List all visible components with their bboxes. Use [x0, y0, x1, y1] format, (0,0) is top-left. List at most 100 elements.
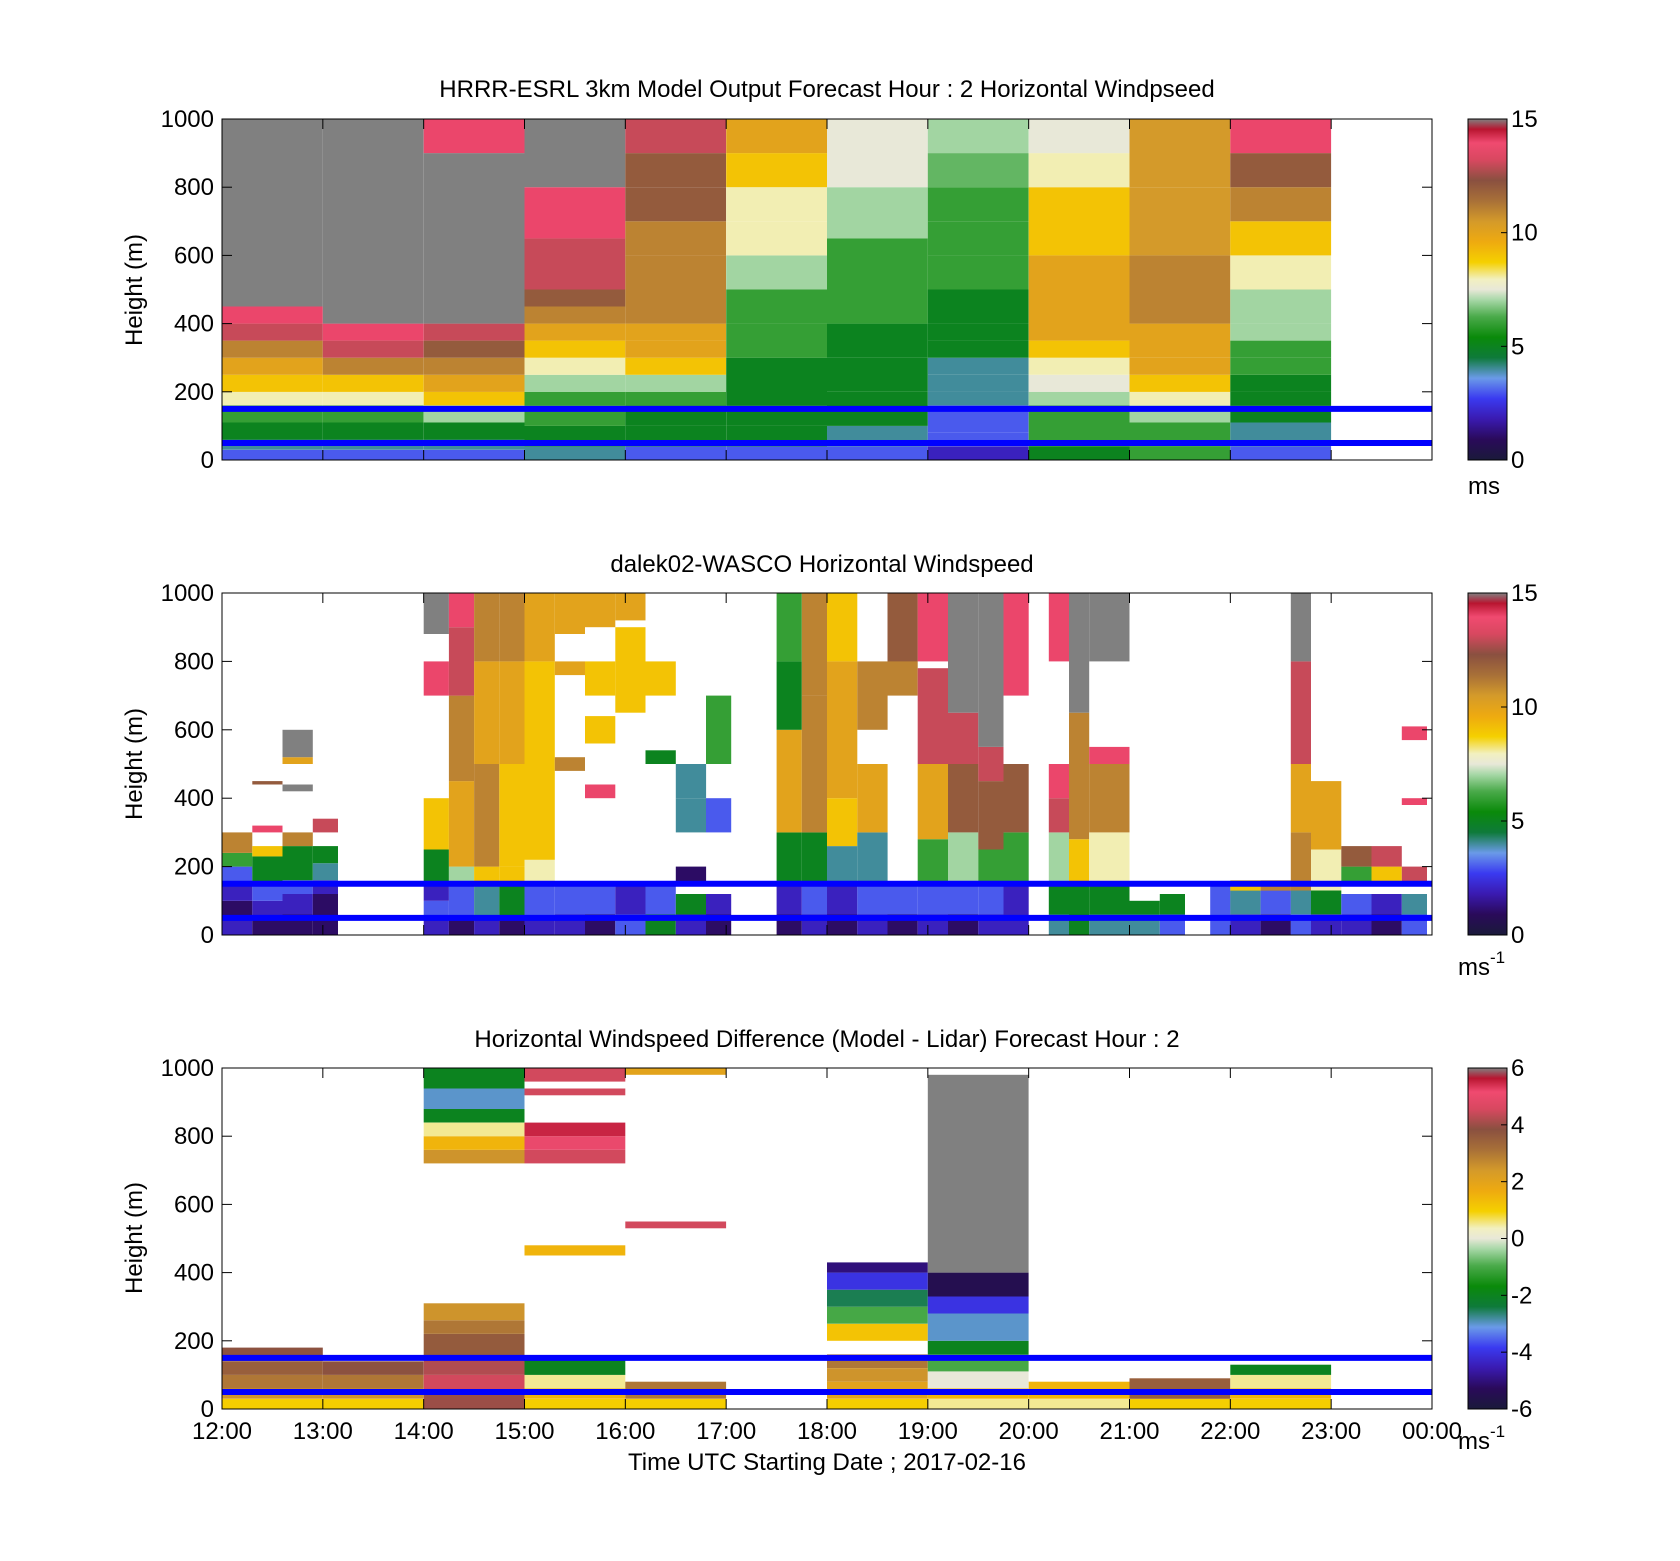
heatmap-cell-0-8-5	[1028, 357, 1130, 375]
y-tick-label-1-5: 1000	[161, 580, 214, 607]
panel-difference-y-axis: 0 200 400 600 800 1000	[161, 1055, 1432, 1423]
heatmap-cell-0-1-7	[322, 340, 424, 358]
heatmap-cell-1-3-3	[312, 863, 338, 881]
heatmap-cell-1-26-5	[1089, 593, 1130, 662]
heatmap-cell-1-31-1	[1260, 890, 1291, 915]
heatmap-cell-0-0-8	[222, 323, 323, 341]
heatmap-cell-1-13-3	[675, 798, 707, 833]
heatmap-cell-0-8-0	[1028, 446, 1130, 460]
heatmap-cell-0-5-7	[726, 221, 827, 256]
heatmap-cell-1-11-1	[615, 883, 646, 915]
heatmap-cell-1-9-4	[554, 593, 585, 634]
heatmap-cell-0-7-0	[927, 446, 1029, 460]
heatmap-cell-1-25-2	[1069, 839, 1090, 884]
y-tick-label-2-1: 200	[174, 1328, 214, 1355]
heatmap-cell-0-10-13	[1230, 119, 1332, 154]
heatmap-cell-0-8-10	[1028, 153, 1130, 188]
heatmap-cell-1-2-7	[282, 729, 313, 758]
heatmap-cell-1-25-3	[1069, 712, 1090, 840]
heatmap-cell-2-5-2	[827, 1368, 928, 1382]
colorbar-unit-sup-1: -1	[1490, 948, 1505, 967]
heatmap-cell-2-3-6	[524, 1068, 626, 1082]
heatmap-cell-1-0-4	[222, 852, 253, 867]
heatmap-cell-1-20-3	[917, 764, 948, 840]
heatmap-cell-1-34-1	[1341, 894, 1372, 915]
heatmap-cell-1-18-1	[857, 883, 888, 915]
y-tick-label-0-2: 400	[174, 311, 214, 338]
panel-model-title: HRRR-ESRL 3km Model Output Forecast Hour…	[439, 76, 1214, 103]
colorbar-unit-2: ms-1	[1458, 1422, 1505, 1455]
heatmap-cell-1-9-3	[554, 661, 585, 676]
heatmap-cell-2-2-9	[423, 1108, 525, 1123]
heatmap-cell-0-0-6	[222, 357, 323, 375]
heatmap-cell-1-23-4	[1003, 593, 1029, 696]
heatmap-cell-0-9-7	[1129, 255, 1231, 324]
heatmap-cell-1-23-3	[1003, 764, 1029, 833]
heatmap-cell-0-10-10	[1230, 221, 1332, 256]
heatmap-cell-1-17-1	[827, 883, 858, 915]
colorbar-unit-0: ms	[1468, 473, 1500, 500]
panel-difference-title: Horizontal Windspeed Difference (Model -…	[474, 1026, 1179, 1053]
heatmap-cell-1-36-2	[1401, 866, 1427, 884]
heatmap-cell-1-12-3	[645, 661, 676, 696]
heatmap-cell-1-35-3	[1371, 846, 1402, 867]
heatmap-cell-0-1-0	[322, 449, 424, 460]
heatmap-cell-0-1-4	[322, 391, 424, 406]
heatmap-cell-2-4-0	[625, 1398, 727, 1409]
heatmap-cell-1-24-4	[1048, 764, 1069, 799]
heatmap-cell-1-0-1	[222, 900, 253, 918]
heatmap-cell-0-4-5	[625, 357, 727, 375]
heatmap-cell-1-13-2	[675, 866, 707, 884]
heatmap-cell-0-10-7	[1230, 323, 1332, 341]
heatmap-cell-1-2-5	[282, 784, 313, 792]
panel-model-y-axis: 0 200 400 600 800 1000	[161, 106, 1432, 474]
panel-difference-ylabel: Height (m)	[121, 1182, 148, 1294]
heatmap-cell-0-9-9	[1129, 119, 1231, 188]
heatmap-cell-2-3-2	[524, 1374, 626, 1389]
heatmap-cell-0-10-4	[1230, 374, 1332, 392]
heatmap-cell-2-6-8	[927, 1074, 1029, 1273]
colorbar-1	[1467, 592, 1508, 936]
panel-model-overlay-lines	[222, 405, 1432, 446]
heatmap-cell-1-22-3	[978, 781, 1004, 850]
heatmap-cell-1-8-0	[524, 917, 555, 935]
heatmap-cell-1-36-4	[1401, 726, 1427, 741]
heatmap-cell-1-1-3	[252, 856, 283, 884]
heatmap-cell-2-3-3	[524, 1357, 626, 1375]
x-tick-label-7: 19:00	[898, 1418, 958, 1445]
heatmap-cell-0-3-6	[524, 340, 626, 358]
heatmap-cell-0-5-3	[726, 357, 827, 406]
heatmap-cell-0-0-7	[222, 340, 323, 358]
heatmap-cell-0-2-6	[423, 357, 525, 375]
colorbar-tick-label-0-1: 5	[1511, 333, 1524, 360]
heatmap-cell-0-6-6	[827, 238, 928, 290]
heatmap-cell-0-3-0	[524, 446, 626, 460]
y-tick-label-1-4: 800	[174, 648, 214, 675]
heatmap-cell-2-2-10	[423, 1088, 525, 1109]
heatmap-cell-0-7-8	[927, 323, 1029, 341]
heatmap-cell-1-21-3	[948, 764, 979, 833]
heatmap-cell-1-17-4	[827, 661, 858, 799]
heatmap-cell-1-4-6	[423, 593, 449, 634]
y-tick-label-1-1: 200	[174, 854, 214, 881]
heatmap-cell-2-2-0	[423, 1392, 525, 1409]
x-tick-label-0: 12:00	[192, 1418, 252, 1445]
heatmap-cell-0-4-6	[625, 340, 727, 358]
heatmap-cell-1-8-5	[524, 593, 555, 662]
y-tick-label-2-0: 0	[201, 1396, 214, 1423]
heatmap-cell-0-3-3	[524, 391, 626, 406]
heatmap-cell-0-8-6	[1028, 340, 1130, 358]
heatmap-cell-0-1-8	[322, 323, 424, 341]
x-tick-label-12: 00:00	[1402, 1418, 1462, 1445]
heatmap-cell-1-7-1	[499, 883, 525, 918]
colorbar-0	[1467, 118, 1508, 461]
heatmap-cell-1-4-0	[423, 917, 449, 935]
heatmap-cell-0-10-9	[1230, 255, 1332, 290]
colorbar-tick-label-0-0: 0	[1511, 447, 1524, 474]
heatmap-cell-1-33-3	[1311, 781, 1342, 850]
heatmap-cell-1-34-3	[1341, 846, 1372, 867]
heatmap-cell-0-3-12	[524, 119, 626, 188]
heatmap-cell-1-1-6	[252, 781, 283, 785]
heatmap-cell-0-9-5	[1129, 357, 1231, 375]
